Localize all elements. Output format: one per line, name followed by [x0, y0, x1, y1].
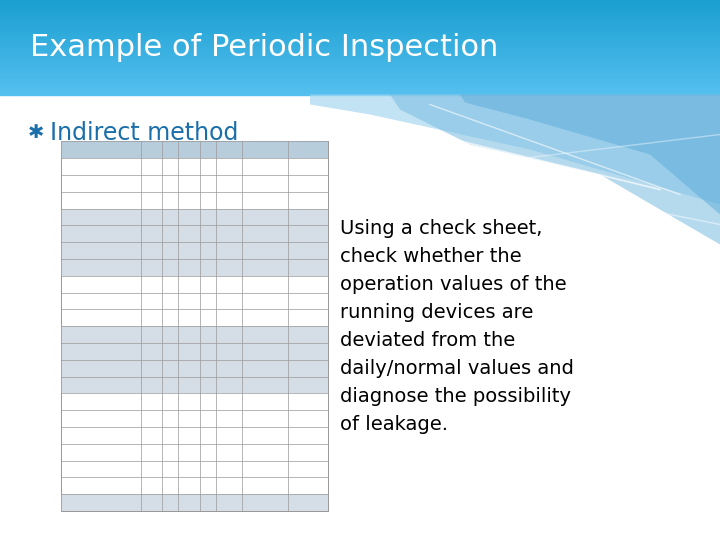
Bar: [0, 53, 720, 55]
Bar: [0, 82, 720, 83]
Bar: [0, 43, 720, 44]
Bar: [0, 36, 720, 37]
Bar: [0, 62, 720, 63]
Bar: [0, 64, 720, 65]
Bar: [0, 71, 720, 72]
Polygon shape: [310, 94, 720, 205]
Bar: [0, 18, 720, 19]
Bar: [0, 57, 720, 58]
Bar: [0, 79, 720, 80]
Bar: [0, 20, 720, 21]
Text: Indirect method: Indirect method: [50, 120, 238, 145]
Bar: [61, 141, 328, 158]
Bar: [0, 59, 720, 60]
Polygon shape: [460, 94, 720, 214]
Bar: [0, 40, 720, 42]
Bar: [0, 49, 720, 50]
Bar: [0, 33, 720, 34]
Bar: [0, 94, 720, 540]
Polygon shape: [390, 94, 720, 245]
Bar: [0, 42, 720, 43]
Bar: [0, 77, 720, 78]
Bar: [61, 242, 328, 259]
Bar: [0, 47, 720, 49]
Bar: [0, 28, 720, 30]
Bar: [0, 2, 720, 4]
Bar: [0, 0, 720, 1]
Bar: [0, 26, 720, 27]
Bar: [0, 10, 720, 11]
Bar: [0, 92, 720, 93]
Bar: [0, 34, 720, 36]
Bar: [0, 12, 720, 13]
Bar: [0, 31, 720, 32]
Bar: [0, 46, 720, 47]
Bar: [0, 58, 720, 59]
Bar: [0, 27, 720, 28]
Bar: [0, 87, 720, 89]
Bar: [61, 326, 328, 343]
Bar: [0, 63, 720, 64]
Bar: [0, 13, 720, 14]
Bar: [0, 56, 720, 57]
Bar: [0, 65, 720, 66]
Bar: [0, 17, 720, 18]
Bar: [0, 7, 720, 8]
Bar: [0, 90, 720, 91]
Bar: [0, 85, 720, 86]
Bar: [0, 1, 720, 2]
Bar: [0, 52, 720, 53]
Bar: [0, 37, 720, 38]
Bar: [0, 66, 720, 68]
Bar: [0, 44, 720, 45]
Bar: [61, 494, 328, 511]
Bar: [61, 225, 328, 242]
Bar: [0, 5, 720, 6]
Bar: [0, 86, 720, 87]
Bar: [0, 19, 720, 20]
Bar: [0, 83, 720, 84]
Bar: [0, 69, 720, 70]
Text: ✱: ✱: [28, 123, 45, 142]
Bar: [0, 76, 720, 77]
Bar: [0, 50, 720, 51]
Bar: [0, 25, 720, 26]
Bar: [61, 343, 328, 360]
Bar: [0, 8, 720, 10]
Bar: [0, 30, 720, 31]
Bar: [61, 141, 328, 511]
Bar: [0, 75, 720, 76]
Bar: [61, 360, 328, 376]
Bar: [0, 21, 720, 23]
Bar: [61, 376, 328, 393]
Bar: [61, 208, 328, 225]
Bar: [0, 73, 720, 75]
Bar: [0, 23, 720, 24]
Bar: [0, 11, 720, 12]
Bar: [0, 38, 720, 39]
Bar: [0, 4, 720, 5]
Bar: [0, 51, 720, 52]
Bar: [0, 72, 720, 73]
Bar: [0, 45, 720, 46]
Text: Example of Periodic Inspection: Example of Periodic Inspection: [30, 33, 498, 62]
Bar: [0, 14, 720, 15]
Bar: [0, 6, 720, 7]
Bar: [0, 15, 720, 17]
Bar: [0, 24, 720, 25]
Bar: [0, 78, 720, 79]
Text: Using a check sheet,
check whether the
operation values of the
running devices a: Using a check sheet, check whether the o…: [340, 219, 574, 434]
Bar: [0, 84, 720, 85]
Bar: [0, 89, 720, 90]
Bar: [0, 32, 720, 33]
Bar: [0, 68, 720, 69]
Bar: [0, 93, 720, 94]
Bar: [0, 55, 720, 56]
Bar: [61, 259, 328, 276]
Bar: [0, 70, 720, 71]
Bar: [0, 60, 720, 62]
Bar: [0, 91, 720, 92]
Bar: [0, 80, 720, 82]
Bar: [0, 39, 720, 40]
